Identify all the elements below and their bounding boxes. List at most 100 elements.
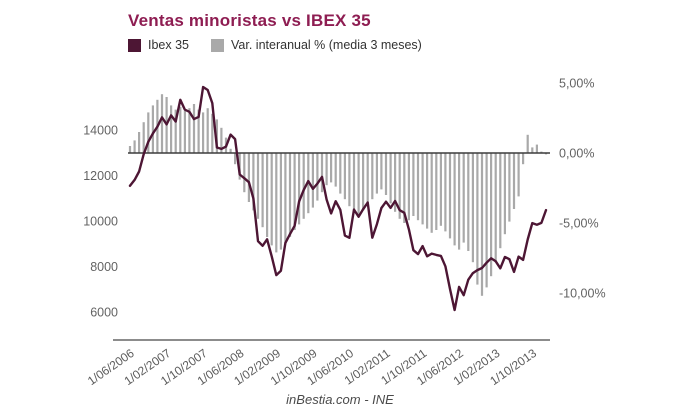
var-interanual-bar xyxy=(403,153,406,223)
var-interanual-bar xyxy=(284,153,287,243)
legend: Ibex 35 Var. interanual % (media 3 meses) xyxy=(128,38,422,52)
source-attribution: inBestia.com - INE xyxy=(286,392,394,407)
var-interanual-bar xyxy=(298,153,301,225)
var-interanual-bar xyxy=(476,153,479,285)
var-interanual-bar xyxy=(128,146,132,153)
var-interanual-bar xyxy=(453,153,456,246)
y-left-tick-label: 12000 xyxy=(83,169,118,183)
var-interanual-bar xyxy=(202,112,205,153)
var-interanual-bar xyxy=(430,153,433,233)
var-interanual-bar xyxy=(421,153,424,225)
var-interanual-bar xyxy=(362,153,365,211)
var-interanual-bar xyxy=(160,94,164,153)
var-interanual-bar xyxy=(494,153,497,263)
var-interanual-bar xyxy=(348,153,351,207)
legend-item-0: Ibex 35 xyxy=(128,38,189,52)
var-interanual-bar xyxy=(444,153,447,232)
var-interanual-bar xyxy=(426,153,429,229)
var-interanual-bar xyxy=(270,153,273,246)
var-interanual-bar xyxy=(416,153,420,221)
var-interanual-bar xyxy=(147,112,150,153)
var-interanual-bar xyxy=(508,153,511,222)
legend-label: Var. interanual % (media 3 meses) xyxy=(231,38,422,52)
legend-swatch-icon xyxy=(211,38,225,52)
var-interanual-bar xyxy=(366,153,369,205)
var-interanual-bar xyxy=(357,153,360,215)
var-interanual-bar xyxy=(499,153,502,249)
var-interanual-bar xyxy=(380,153,383,190)
var-interanual-bar xyxy=(197,109,200,153)
var-interanual-bar xyxy=(467,153,470,251)
var-interanual-bar xyxy=(522,153,525,165)
var-interanual-bar xyxy=(138,132,141,153)
var-interanual-bar xyxy=(448,153,452,239)
var-interanual-bar xyxy=(480,153,484,296)
var-interanual-bar xyxy=(261,153,264,228)
ibex-line xyxy=(128,85,548,312)
y-left-tick-label: 8000 xyxy=(90,260,118,274)
var-interanual-bar xyxy=(458,153,461,250)
var-interanual-bar xyxy=(334,153,337,187)
var-interanual-bar xyxy=(503,153,506,235)
var-interanual-bar xyxy=(252,153,255,211)
var-interanual-bar xyxy=(142,122,145,153)
var-interanual-bar xyxy=(512,153,516,209)
var-interanual-bar xyxy=(535,144,538,153)
var-interanual-bar xyxy=(133,140,136,153)
var-interanual-bar xyxy=(439,153,442,226)
y-left-tick-label: 14000 xyxy=(83,124,118,138)
var-interanual-bar xyxy=(316,153,319,201)
var-interanual-bar xyxy=(398,153,401,219)
var-interanual-bar xyxy=(288,153,292,237)
var-interanual-bar xyxy=(192,104,196,153)
var-interanual-bar xyxy=(188,108,191,153)
var-interanual-bar xyxy=(485,153,488,288)
var-interanual-bar xyxy=(384,153,388,195)
legend-label: Ibex 35 xyxy=(148,38,190,52)
chart-title: Ventas minoristas vs IBEX 35 xyxy=(128,11,371,30)
var-interanual-bar xyxy=(330,153,333,183)
var-interanual-bar xyxy=(526,134,529,153)
var-interanual-bar xyxy=(311,153,314,208)
var-interanual-bar xyxy=(517,153,520,197)
var-interanual-bar xyxy=(243,153,246,193)
var-interanual-bar xyxy=(389,153,392,204)
y-right-tick-label: -5,00% xyxy=(559,217,599,231)
y-right-tick-label: 5,00% xyxy=(559,77,594,91)
var-interanual-bar xyxy=(174,109,177,153)
legend-swatch-icon xyxy=(128,38,141,52)
var-interanual-bar xyxy=(339,153,342,194)
var-interanual-bar xyxy=(151,105,154,153)
var-interanual-bar xyxy=(371,153,374,200)
var-interanual-bar xyxy=(394,153,397,212)
var-interanual-bar xyxy=(320,153,324,193)
var-interanual-bar xyxy=(352,153,356,212)
var-interanual-bar xyxy=(229,148,232,153)
var-interanual-bar xyxy=(206,108,209,153)
var-interanual-bar xyxy=(302,153,305,219)
var-interanual-bar xyxy=(293,153,296,230)
var-interanual-bar xyxy=(183,111,186,153)
y-left-tick-label: 10000 xyxy=(83,215,118,229)
y-right-tick-label: -10,00% xyxy=(559,287,606,301)
var-interanual-bar xyxy=(247,153,250,202)
y-left-tick-label: 6000 xyxy=(90,306,118,320)
var-interanual-bar xyxy=(325,153,328,186)
var-interanual-bar xyxy=(220,127,223,153)
var-interanual-bar xyxy=(412,153,415,216)
var-interanual-bar xyxy=(531,147,534,153)
var-interanual-bar xyxy=(170,105,173,153)
var-interanual-bar xyxy=(471,153,474,263)
var-interanual-bar xyxy=(435,153,438,230)
var-interanual-bar xyxy=(211,113,214,153)
var-interanual-bar xyxy=(179,106,182,153)
legend-item-1: Var. interanual % (media 3 meses) xyxy=(211,38,422,52)
var-interanual-bar xyxy=(256,153,260,219)
var-interanual-bar xyxy=(234,153,237,165)
var-interanual-bar xyxy=(490,153,493,277)
var-interanual-bar xyxy=(275,153,278,253)
var-interanual-bar xyxy=(266,153,269,237)
var-interanual-bar xyxy=(375,153,378,194)
